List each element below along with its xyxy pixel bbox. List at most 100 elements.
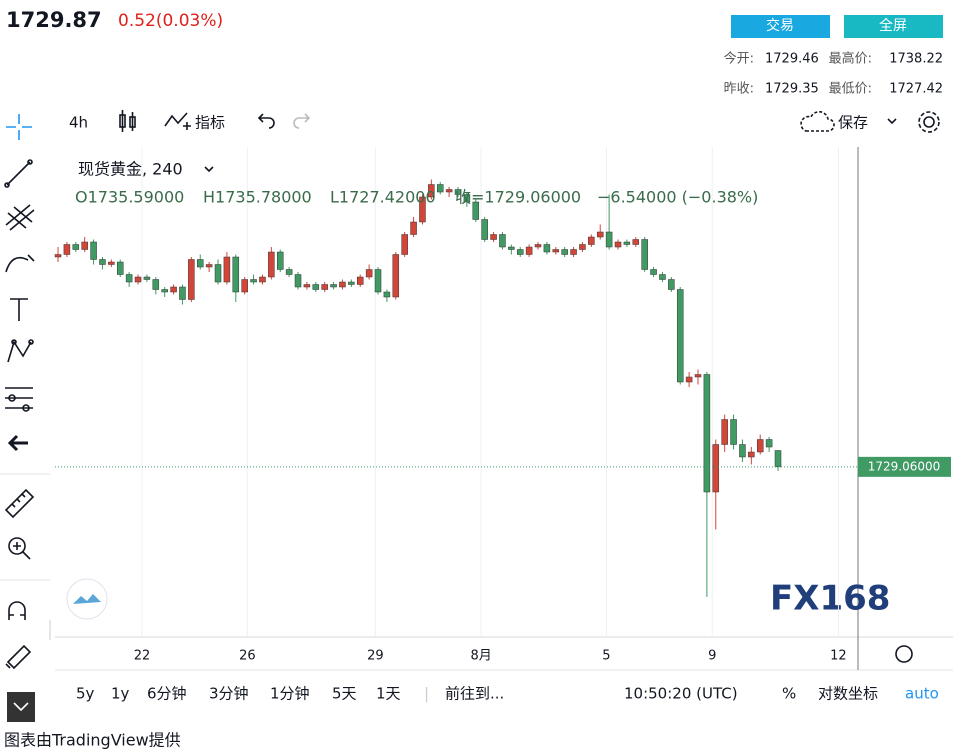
stat-label: 昨收: — [724, 82, 754, 97]
candle-body — [125, 274, 133, 283]
symbol-menu[interactable] — [204, 166, 214, 173]
candle-body — [730, 419, 737, 445]
candle-body — [99, 259, 106, 265]
indicator-icon[interactable] — [164, 112, 191, 130]
candle-body — [774, 450, 782, 468]
divider: | — [424, 685, 429, 703]
candle-body — [756, 439, 764, 453]
candle-body — [312, 284, 320, 290]
candle-body — [54, 254, 62, 258]
candle-body — [383, 291, 391, 298]
legend-item: H1735.78000 — [203, 188, 312, 207]
cloud-icon[interactable] — [800, 111, 835, 132]
candle-body — [401, 234, 408, 255]
watermark: FX168 — [770, 579, 890, 619]
redo[interactable] — [293, 113, 311, 129]
candle-body — [490, 234, 497, 240]
candle-body — [561, 249, 568, 255]
candle-body — [703, 374, 711, 493]
settings-icon[interactable] — [923, 116, 935, 128]
x-tick-label: 22 — [134, 649, 151, 664]
candle-body — [516, 249, 524, 255]
candle-body — [392, 254, 400, 298]
candle-body — [90, 241, 97, 260]
stat-value: 1729.35 — [765, 82, 819, 97]
fullscreen-button-label[interactable]: 全屏 — [879, 17, 907, 34]
candle-body — [445, 189, 453, 193]
candle-body — [419, 196, 426, 223]
candle-body — [623, 241, 631, 245]
price: 1729.87 — [6, 8, 102, 32]
tv-logo[interactable] — [66, 578, 108, 620]
x-tick-label: 29 — [367, 649, 384, 664]
left-toolbar[interactable] — [4, 114, 35, 722]
range-button[interactable]: 3分钟 — [209, 685, 249, 703]
indicators[interactable]: 指标 — [195, 114, 225, 132]
range-button[interactable]: 1分钟 — [270, 685, 310, 703]
undo[interactable] — [257, 113, 275, 129]
auto-toggle[interactable]: auto — [905, 685, 939, 703]
candle-body — [552, 249, 560, 253]
trade-button[interactable] — [731, 15, 830, 38]
candle-body — [596, 231, 604, 238]
stat-value: 1729.46 — [765, 52, 819, 67]
stat-label: 最高价: — [829, 51, 872, 67]
save-menu[interactable] — [887, 118, 897, 125]
candle-body — [614, 241, 622, 248]
range-button[interactable]: 1天 — [376, 685, 401, 703]
candle-body — [650, 269, 657, 275]
candle-body — [259, 276, 266, 283]
bottom-bar: | 前往到... 10:50:20 (UTC) % 对数坐标 auto 5y 1y… — [76, 685, 939, 703]
candle-body — [321, 284, 328, 290]
candle-body — [374, 269, 382, 293]
settings-gear[interactable] — [918, 111, 940, 133]
candle-body — [739, 444, 746, 458]
interval[interactable]: 4h — [69, 114, 88, 132]
candle-icon[interactable] — [119, 110, 136, 132]
goto[interactable]: 前往到... — [445, 685, 504, 703]
candle-body — [250, 279, 257, 283]
candle-body — [632, 239, 640, 245]
candle-body — [641, 239, 648, 270]
candle-body — [570, 249, 577, 255]
legend-item: −6.54000 (−0.38%) — [597, 188, 758, 207]
legend-item: 收=1729.06000 — [455, 188, 581, 207]
log-toggle[interactable]: 对数坐标 — [818, 685, 878, 703]
candle-body — [765, 439, 773, 448]
candle-body — [356, 276, 364, 285]
range-button[interactable]: 5y — [76, 685, 95, 703]
axis-settings[interactable] — [895, 645, 913, 663]
candle-body — [543, 244, 551, 253]
range-button[interactable]: 5天 — [332, 685, 357, 703]
candle-body — [134, 276, 142, 283]
candle-body — [410, 221, 417, 235]
candle-body — [428, 184, 435, 198]
trade-button-label[interactable]: 交易 — [766, 17, 794, 34]
candle-body — [676, 289, 684, 383]
x-tick-label: 8月 — [470, 649, 491, 664]
candle-body — [472, 201, 480, 220]
price-change: 0.52(0.03%) — [118, 11, 223, 31]
candle-body — [143, 276, 151, 280]
range-button[interactable]: 1y — [111, 685, 130, 703]
candle-body — [481, 219, 488, 240]
save[interactable]: 保存 — [838, 114, 868, 132]
range-button[interactable]: 6分钟 — [147, 685, 187, 703]
candle-body — [268, 251, 275, 278]
candle-body — [605, 231, 613, 248]
candle-body — [748, 451, 755, 458]
candle-body — [668, 279, 675, 290]
candle-body — [525, 246, 533, 255]
candle-body — [81, 241, 88, 250]
x-tick-label: 12 — [830, 649, 847, 664]
candle-body — [72, 244, 80, 250]
candle-body — [588, 236, 595, 245]
candle-body — [454, 189, 462, 195]
percent-toggle[interactable]: % — [782, 685, 796, 703]
last-price-tag — [858, 456, 951, 477]
candle-body — [339, 281, 346, 288]
candle-body — [232, 256, 240, 293]
fullscreen-button[interactable] — [844, 15, 943, 38]
